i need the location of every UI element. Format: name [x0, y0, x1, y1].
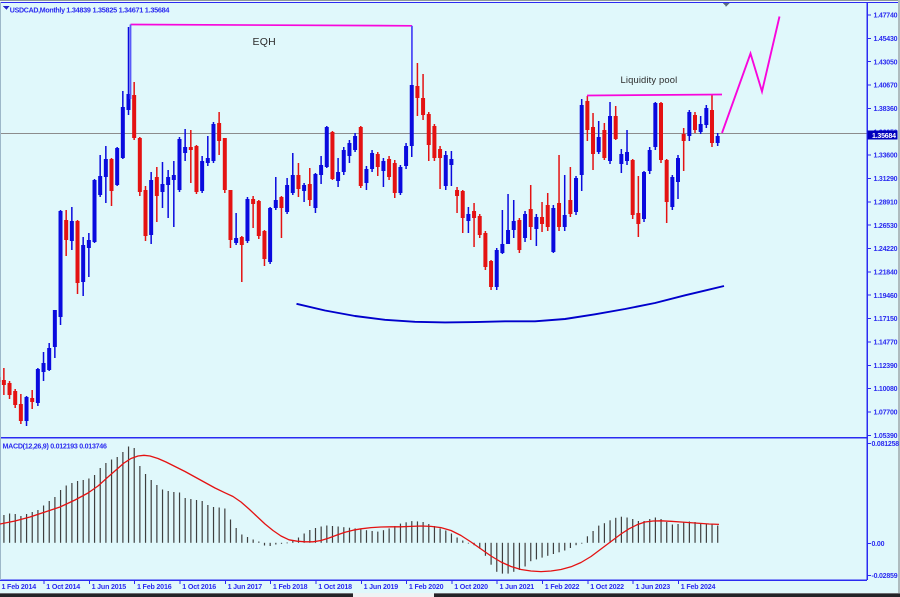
svg-text:1.35684: 1.35684: [872, 133, 896, 140]
svg-text:1 Feb 2018: 1 Feb 2018: [273, 583, 308, 591]
svg-text:1.26530: 1.26530: [874, 223, 898, 230]
svg-text:MACD(12,26,9) 0.012193 0.01374: MACD(12,26,9) 0.012193 0.013746: [3, 443, 107, 451]
svg-text:1 Oct 2014: 1 Oct 2014: [46, 583, 80, 591]
svg-text:1.34839 1.35825 1.34671 1.3568: 1.34839 1.35825 1.34671 1.35684: [66, 5, 170, 14]
svg-text:1.07700: 1.07700: [874, 410, 898, 417]
svg-text:1 Jun 2015: 1 Jun 2015: [92, 583, 127, 591]
svg-text:1 Feb 2014: 1 Feb 2014: [2, 583, 37, 591]
svg-text:1 Jun 2023: 1 Jun 2023: [636, 583, 671, 591]
svg-text:1.17150: 1.17150: [874, 316, 898, 323]
svg-text:0.00: 0.00: [872, 541, 885, 548]
svg-text:1.47740: 1.47740: [874, 13, 898, 20]
svg-text:Liquidity pool: Liquidity pool: [621, 74, 678, 85]
svg-text:1.40670: 1.40670: [874, 83, 898, 90]
svg-text:1 Feb 2022: 1 Feb 2022: [545, 583, 580, 591]
svg-text:1.45430: 1.45430: [874, 36, 898, 43]
svg-text:1 Oct 2022: 1 Oct 2022: [590, 583, 624, 591]
svg-text:1.05390: 1.05390: [874, 433, 898, 440]
svg-text:0.081258: 0.081258: [872, 441, 900, 448]
svg-text:1 Oct 2016: 1 Oct 2016: [182, 583, 216, 591]
svg-text:1.14770: 1.14770: [874, 340, 898, 347]
svg-text:-0.02859: -0.02859: [872, 573, 898, 580]
svg-text:1.33600: 1.33600: [874, 153, 898, 160]
svg-text:1 Feb 2024: 1 Feb 2024: [681, 583, 716, 591]
svg-text:1.31290: 1.31290: [874, 176, 898, 183]
svg-text:1 Feb 2016: 1 Feb 2016: [137, 583, 172, 591]
svg-text:1 Jun 2019: 1 Jun 2019: [364, 583, 399, 591]
svg-text:1 Oct 2020: 1 Oct 2020: [454, 583, 488, 591]
svg-text:1.24220: 1.24220: [874, 246, 898, 253]
svg-text:1.43050: 1.43050: [874, 59, 898, 66]
svg-text:EQH: EQH: [253, 36, 276, 48]
svg-text:1 Oct 2018: 1 Oct 2018: [318, 583, 352, 591]
svg-text:1 Jun 2017: 1 Jun 2017: [228, 583, 263, 591]
svg-text:USDCAD,Monthly: USDCAD,Monthly: [10, 7, 65, 14]
svg-text:1.38360: 1.38360: [874, 106, 898, 113]
svg-text:1.28910: 1.28910: [874, 199, 898, 206]
svg-text:1 Jun 2021: 1 Jun 2021: [500, 583, 535, 591]
svg-text:1 Feb 2020: 1 Feb 2020: [409, 583, 444, 591]
svg-text:1.19460: 1.19460: [874, 293, 898, 300]
svg-text:1.10080: 1.10080: [874, 386, 898, 393]
svg-text:1.21840: 1.21840: [874, 270, 898, 277]
svg-text:1.12390: 1.12390: [874, 363, 898, 370]
